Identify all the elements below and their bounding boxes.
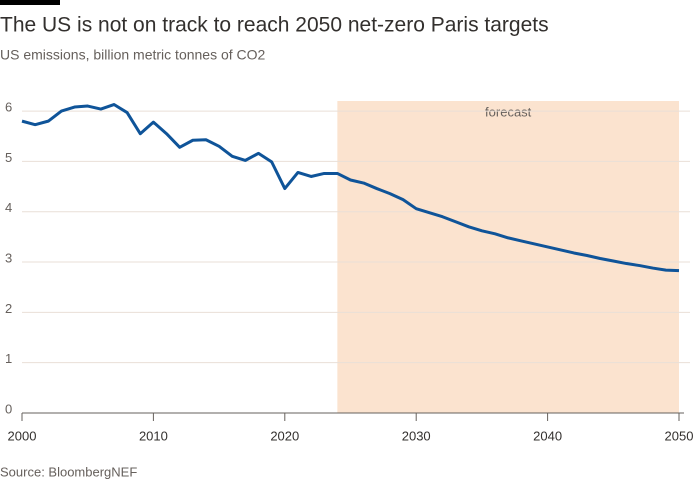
y-tick-label: 4 xyxy=(5,200,12,215)
y-tick-label: 2 xyxy=(5,301,12,316)
y-tick-label: 0 xyxy=(5,401,12,416)
x-tick-label: 2020 xyxy=(270,428,299,443)
emissions-line xyxy=(21,103,680,273)
x-tick-label: 2000 xyxy=(8,428,37,443)
x-tick-label: 2030 xyxy=(402,428,431,443)
forecast-region xyxy=(337,101,679,413)
brand-bar xyxy=(0,0,60,5)
y-tick-label: 3 xyxy=(5,250,12,265)
chart-title: The US is not on track to reach 2050 net… xyxy=(0,14,549,37)
y-tick-label: 6 xyxy=(5,100,12,115)
x-tick-label: 2050 xyxy=(665,428,694,443)
y-tick-label: 1 xyxy=(5,351,12,366)
chart-subtitle: US emissions, billion metric tonnes of C… xyxy=(0,47,266,63)
forecast-label: forecast xyxy=(485,104,532,119)
source: Source: BloombergNEF xyxy=(0,464,137,479)
x-tick-label: 2040 xyxy=(533,428,562,443)
y-tick-label: 5 xyxy=(5,150,12,165)
x-tick-label: 2010 xyxy=(139,428,168,443)
